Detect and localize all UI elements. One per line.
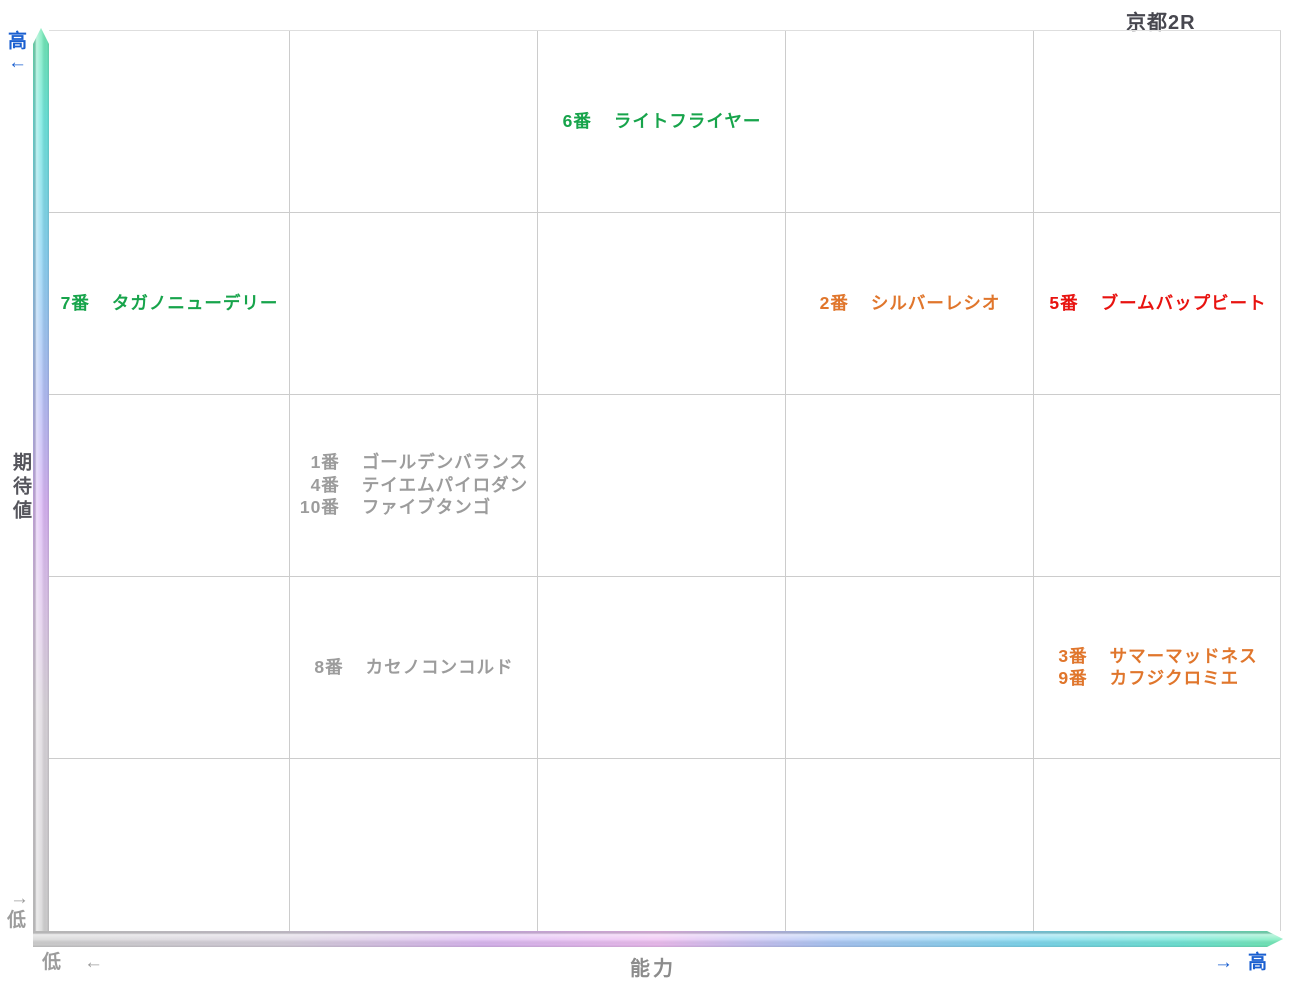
- horse-group: 2番 シルバーレシオ: [786, 212, 1034, 394]
- horse-group: 7番 タガノニューデリー: [49, 212, 290, 394]
- horse-name: カフジクロミエ: [1109, 668, 1240, 688]
- page-title: 京都2R: [1126, 12, 1196, 34]
- x-axis-gradient-bar: [33, 931, 1283, 947]
- horse-name: ゴールデンバランス: [361, 452, 528, 473]
- horse-number: 6番: [562, 111, 592, 132]
- y-axis-low-label: 低: [7, 910, 27, 931]
- y-axis-up-arrow-icon: ←: [8, 52, 27, 73]
- horse-name: シルバーレシオ: [870, 292, 1001, 313]
- x-axis-left-arrow-icon: ←: [84, 952, 103, 973]
- plot-area: 6番 ライトフライヤー 7番 タガノニューデリー 2番 シルバーレシオ 5番 ブ…: [49, 30, 1281, 931]
- horse-group: 8番 カセノコンコルド: [290, 576, 538, 758]
- gridline: [537, 31, 538, 931]
- gridline: [49, 394, 1280, 395]
- gridline: [785, 31, 786, 931]
- y-axis-down-arrow-icon: →: [10, 888, 29, 909]
- gridline: [49, 758, 1280, 759]
- y-axis-high-label: 高: [8, 31, 28, 52]
- x-axis-high-label: 高: [1248, 952, 1268, 973]
- horse-name: ファイブタンゴ: [361, 497, 492, 518]
- horse-group: 3番 サマーマッドネス 9番 カフジクロミエ: [1034, 576, 1282, 758]
- gridline: [49, 576, 1280, 577]
- horse-name: カセノコンコルド: [365, 656, 514, 677]
- horse-number: 2番: [819, 292, 849, 313]
- horse-name: サマーマッドネス: [1109, 645, 1258, 666]
- gridline: [289, 31, 290, 931]
- horse-name: ライトフライヤー: [613, 111, 762, 132]
- horse-number: 9番: [1058, 668, 1088, 688]
- horse-number: 8番: [314, 656, 344, 677]
- horse-name: テイエムパイロダン: [361, 474, 529, 495]
- x-axis-right-arrow-icon: →: [1214, 952, 1233, 973]
- horse-number: 5番: [1049, 292, 1079, 313]
- horse-name: タガノニューデリー: [111, 292, 279, 313]
- horse-name: ブームバップビート: [1100, 292, 1267, 313]
- y-axis-gradient-bar: [33, 28, 49, 947]
- horse-group: 1番 ゴールデンバランス 4番 テイエムパイロダン 10番 ファイブタンゴ: [290, 394, 538, 576]
- gridline: [1033, 31, 1034, 931]
- x-axis-title: 能力: [630, 958, 676, 980]
- x-axis-low-label: 低: [42, 952, 62, 973]
- horse-group: 6番 ライトフライヤー: [538, 31, 786, 212]
- horse-number: 10番: [299, 497, 340, 518]
- horse-number: 1番: [310, 452, 340, 473]
- y-axis-title: 期待値: [10, 452, 31, 524]
- horse-number: 7番: [60, 292, 90, 313]
- horse-number: 4番: [310, 474, 340, 495]
- horse-group: 5番 ブームバップビート: [1034, 212, 1282, 394]
- horse-number: 3番: [1058, 645, 1088, 666]
- gridline: [49, 212, 1280, 213]
